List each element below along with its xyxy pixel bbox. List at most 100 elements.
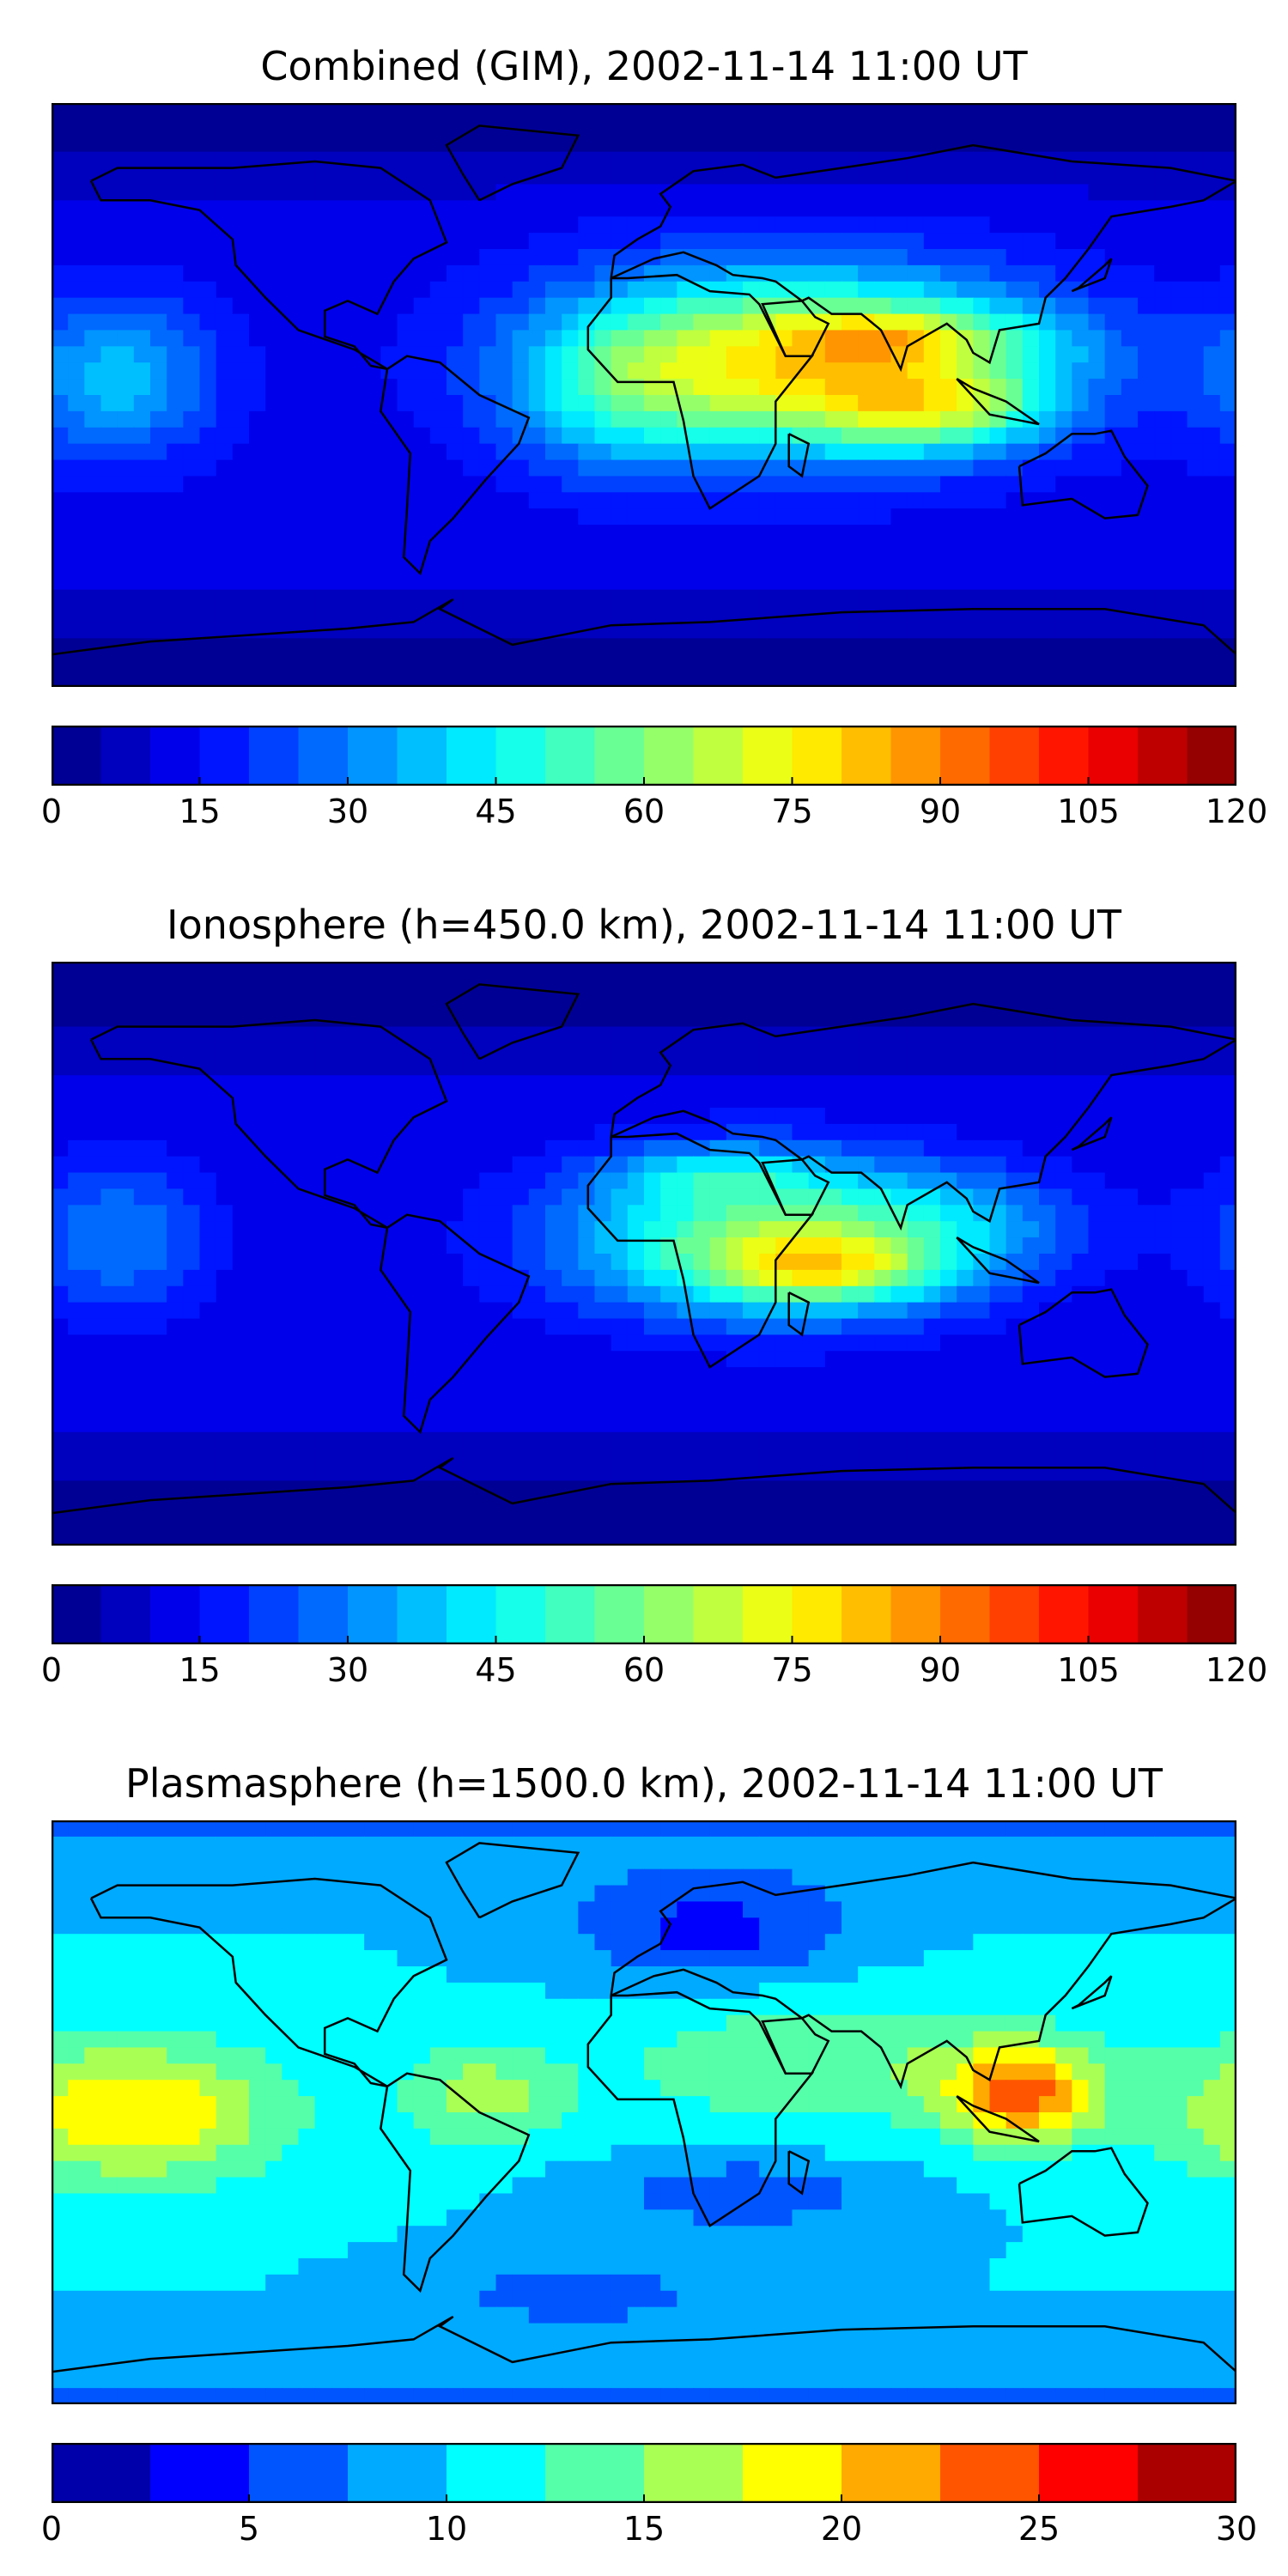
heatmap-cell (380, 1059, 398, 1076)
heatmap-cell (68, 993, 85, 1012)
heatmap-cell (562, 103, 579, 120)
heatmap-cell (495, 476, 513, 493)
heatmap-cell (265, 977, 283, 995)
coastline (379, 355, 531, 576)
heatmap-cell (759, 654, 776, 671)
heatmap-cell (1170, 1383, 1188, 1400)
heatmap-cell (1039, 1123, 1056, 1141)
heatmap-cell (1138, 1448, 1155, 1466)
heatmap-cell (907, 1318, 925, 1336)
heatmap-cell (743, 1075, 760, 1092)
heatmap-cell (808, 1400, 826, 1417)
heatmap-cell (512, 1091, 530, 1109)
heatmap-cell (199, 103, 217, 120)
heatmap-cell (890, 1091, 908, 1109)
heatmap-cell (298, 1415, 316, 1433)
heatmap-cell (282, 1448, 300, 1466)
heatmap-cell (545, 1221, 562, 1238)
heatmap-cell (989, 476, 1007, 493)
heatmap-cell (479, 151, 497, 169)
heatmap-cell (298, 313, 316, 331)
heatmap-cell (1154, 556, 1171, 574)
heatmap-cell (545, 1059, 562, 1076)
heatmap-cell (660, 297, 677, 315)
heatmap-cell (775, 525, 793, 542)
heatmap-cell (1088, 1059, 1106, 1076)
heatmap-cell (150, 573, 167, 591)
heatmap-cell (429, 993, 447, 1012)
heatmap-cell (150, 103, 167, 120)
heatmap-cell (447, 1318, 464, 1336)
heatmap-cell (792, 249, 810, 266)
heatmap-cell (858, 249, 875, 266)
heatmap-cell (594, 605, 612, 623)
heatmap-cell (1170, 297, 1188, 315)
heatmap-cell (348, 1042, 365, 1060)
heatmap-cell (133, 1415, 151, 1433)
heatmap-cell (1072, 1302, 1090, 1320)
heatmap-cell (52, 1400, 69, 1417)
heatmap-cell (1104, 1010, 1122, 1028)
heatmap-cell (759, 1448, 776, 1466)
heatmap-cell (957, 638, 974, 655)
heatmap-cell (331, 1480, 349, 1498)
heatmap-cell (495, 671, 513, 687)
heatmap-cell (167, 589, 184, 607)
heatmap-cell (890, 622, 908, 639)
heatmap-cell (874, 167, 892, 185)
heatmap-cell (413, 103, 431, 120)
heatmap-cell (644, 1221, 661, 1238)
heatmap-cell (364, 151, 381, 169)
heatmap-cell (989, 1400, 1007, 1417)
heatmap-cell (1072, 313, 1090, 331)
heatmap-cell (100, 167, 118, 185)
heatmap-cell (232, 362, 250, 380)
heatmap-cell (282, 1156, 300, 1174)
heatmap-cell (348, 297, 365, 315)
heatmap-cell (117, 281, 135, 299)
heatmap-cell (792, 1123, 810, 1141)
heatmap-cell (1072, 346, 1090, 363)
heatmap-cell (68, 1042, 85, 1060)
heatmap-cell (775, 313, 793, 331)
heatmap-cell (1104, 1334, 1122, 1352)
heatmap-cell (1187, 1254, 1205, 1271)
heatmap-cell (627, 638, 645, 655)
heatmap-cell (167, 541, 184, 558)
heatmap-cell (775, 135, 793, 153)
heatmap-cell (199, 1139, 217, 1157)
heatmap-cell (1203, 476, 1221, 493)
heatmap-cell (298, 151, 316, 169)
heatmap-cell (380, 1415, 398, 1433)
heatmap-cell (68, 1269, 85, 1287)
heatmap-cell (874, 1334, 892, 1352)
heatmap-cell (907, 1383, 925, 1400)
heatmap-cell (677, 1010, 695, 1028)
heatmap-cell (594, 427, 612, 445)
heatmap-cell (298, 1285, 316, 1303)
heatmap-cell (743, 1367, 760, 1384)
heatmap-cell (380, 1026, 398, 1044)
heatmap-cell (133, 1254, 151, 1271)
heatmap-cell (1219, 200, 1236, 217)
heatmap-cell (68, 1302, 85, 1320)
heatmap-cell (1039, 264, 1056, 283)
heatmap-cell (265, 492, 283, 509)
heatmap-cell (1072, 638, 1090, 655)
heatmap-cell (677, 1269, 695, 1287)
heatmap-cell (397, 1400, 415, 1417)
heatmap-cell (528, 1383, 546, 1400)
heatmap-cell (709, 167, 727, 185)
heatmap-cell (348, 410, 365, 428)
heatmap-cell (117, 346, 135, 363)
heatmap-cell (512, 1139, 530, 1157)
heatmap-cell (562, 330, 579, 347)
heatmap-cell (1170, 1448, 1188, 1466)
heatmap-cell (447, 1431, 464, 1449)
heatmap-cell (743, 1448, 760, 1466)
heatmap-cell (380, 443, 398, 461)
heatmap-cell (429, 1237, 447, 1255)
heatmap-cell (167, 313, 184, 331)
heatmap-cell (495, 525, 513, 542)
heatmap-cell (644, 622, 661, 639)
